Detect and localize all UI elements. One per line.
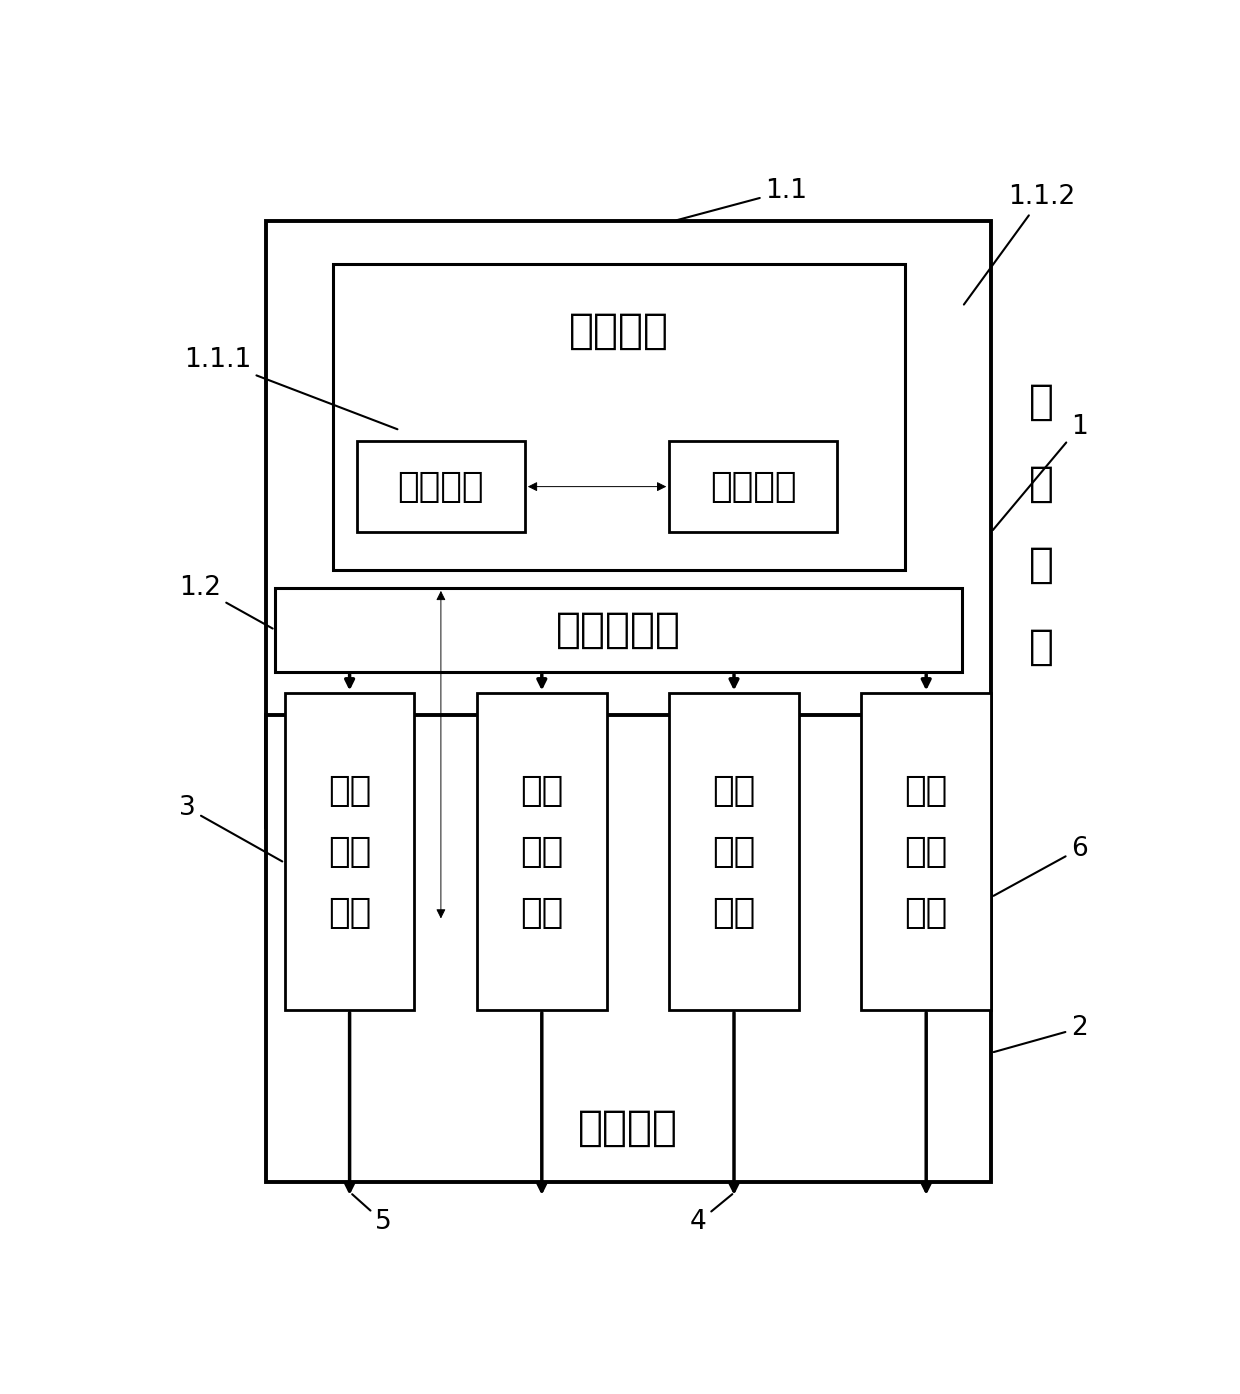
Text: 3: 3: [179, 795, 283, 861]
Text: 1.2: 1.2: [179, 576, 273, 629]
Bar: [275, 588, 962, 672]
Bar: [265, 220, 991, 828]
Text: 主
控
单
元: 主 控 单 元: [1028, 381, 1054, 668]
Bar: [332, 263, 904, 570]
Text: 1.1: 1.1: [677, 178, 807, 220]
Text: 温度
控制
单元: 温度 控制 单元: [327, 774, 371, 930]
Bar: [862, 693, 991, 1009]
Text: 液体
控制
单元: 液体 控制 单元: [712, 774, 755, 930]
Text: 1.1.1: 1.1.1: [184, 347, 398, 429]
Text: 1: 1: [993, 414, 1087, 530]
Bar: [670, 441, 837, 533]
Text: 2: 2: [993, 1015, 1087, 1052]
Text: 4: 4: [689, 1195, 733, 1235]
Bar: [670, 693, 799, 1009]
Bar: [357, 441, 525, 533]
Text: 1.1.2: 1.1.2: [963, 184, 1075, 304]
Text: 气体
控制
单元: 气体 控制 单元: [520, 774, 563, 930]
Text: 操作系统: 操作系统: [569, 311, 668, 353]
Text: 操作界面: 操作界面: [711, 470, 796, 503]
Bar: [285, 693, 414, 1009]
Bar: [477, 693, 606, 1009]
Text: 子控单元: 子控单元: [578, 1107, 678, 1149]
Bar: [265, 715, 991, 1182]
Text: 中央控制器: 中央控制器: [557, 609, 681, 651]
Text: 摇动
控制
单元: 摇动 控制 单元: [904, 774, 947, 930]
Text: 输入系统: 输入系统: [398, 470, 484, 503]
Text: 6: 6: [993, 836, 1087, 896]
Text: 5: 5: [352, 1195, 392, 1235]
